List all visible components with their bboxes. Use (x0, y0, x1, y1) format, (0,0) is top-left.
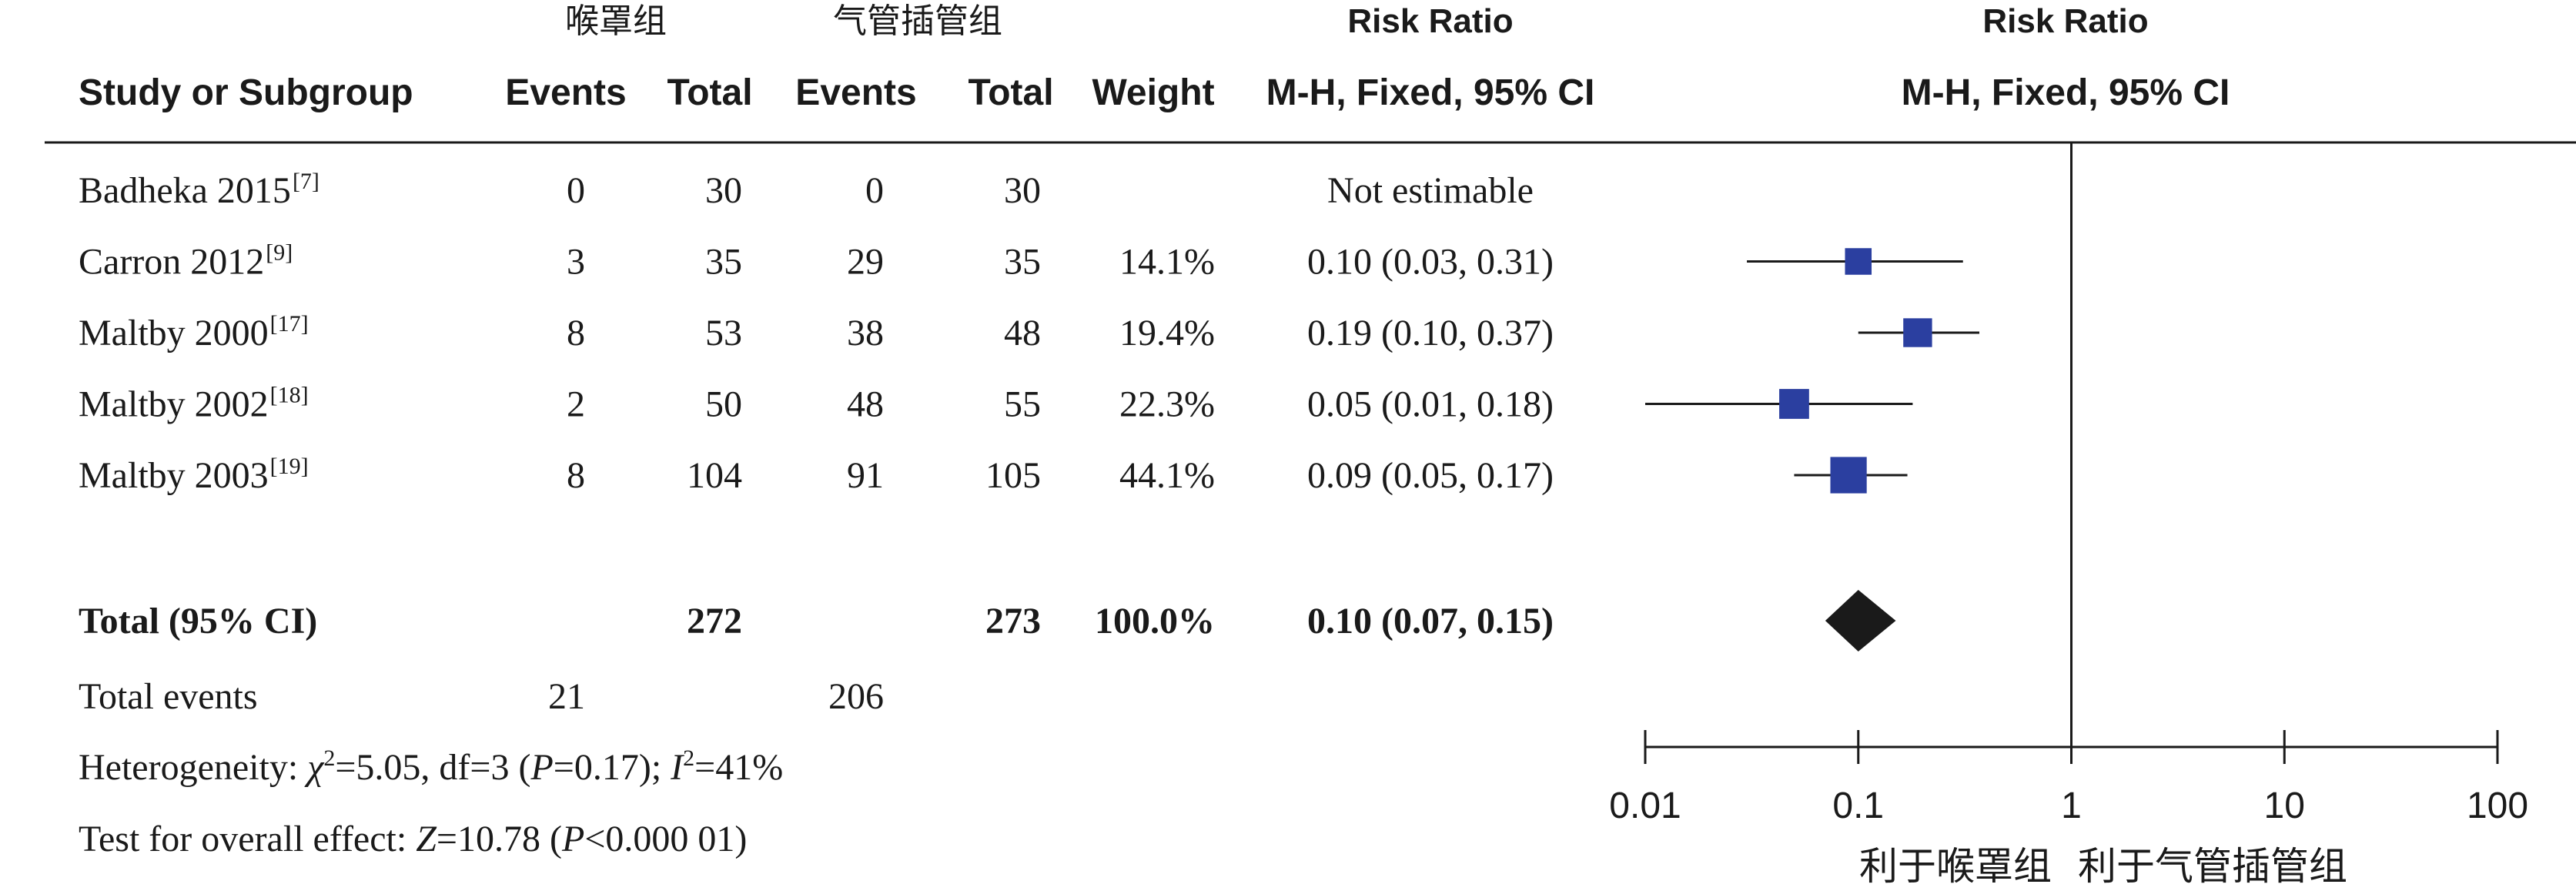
study-weight: 14.1% (1119, 242, 1215, 283)
risk-ratio-header-plot: Risk Ratio (1982, 2, 2148, 40)
study-events-lma: 8 (567, 455, 585, 496)
heterogeneity-chi-sup: 2 (323, 745, 335, 771)
study-point-marker (1903, 318, 1932, 347)
favours-left-label: 利于喉罩组 (1859, 845, 2052, 888)
total-row-total-lma: 272 (687, 601, 742, 641)
total-header-lma: Total (667, 72, 752, 113)
study-events-lma: 2 (567, 384, 585, 425)
x-axis-tick-label: 0.1 (1832, 785, 1884, 826)
total-row-ci: 0.10 (0.07, 0.15) (1307, 601, 1554, 641)
heterogeneity-i-sup: 2 (683, 745, 694, 771)
total-row-label: Total (95% CI) (79, 601, 317, 641)
study-events-eti: 48 (847, 384, 884, 425)
study-ref: [17] (270, 311, 309, 337)
heterogeneity-chi-val: =5.05, df=3 ( (335, 747, 530, 788)
overall-z-val: =10.78 ( (437, 819, 562, 859)
overall-z: Z (416, 819, 437, 859)
study-events-eti: 29 (847, 242, 884, 283)
study-point-marker (1779, 389, 1809, 419)
study-total-lma: 104 (687, 455, 742, 496)
study-total-lma: 35 (705, 242, 742, 283)
study-events-eti: 91 (847, 455, 884, 496)
study-point-marker (1830, 457, 1867, 494)
heterogeneity-line: Heterogeneity: χ2=5.05, df=3 (P=0.17); I… (79, 745, 783, 788)
heterogeneity-p: P (530, 747, 553, 788)
study-weight: 22.3% (1119, 384, 1215, 425)
total-events-lma: 21 (548, 676, 585, 717)
study-row: Maltby 2003 [19] 8 104 91 105 44.1% 0.09 (0.05,… (79, 454, 1554, 496)
study-total-eti: 35 (1004, 242, 1041, 283)
study-rows: Badheka 2015 [7] 0 30 0 30 Not estimable Carron… (79, 169, 1554, 496)
study-ref: [7] (293, 169, 319, 194)
favours-right-label: 利于气管插管组 (2078, 845, 2347, 888)
study-ref: [19] (270, 454, 309, 479)
study-total-eti: 105 (985, 455, 1041, 496)
group-lma-header: 喉罩组 (565, 2, 667, 40)
study-name: Maltby 2003 (79, 455, 269, 496)
study-ci: 0.19 (0.10, 0.37) (1307, 313, 1554, 353)
study-ci: 0.05 (0.01, 0.18) (1307, 384, 1554, 425)
study-name: Badheka 2015 (79, 170, 291, 211)
overall-p: P (561, 819, 584, 859)
heterogeneity-prefix: Heterogeneity: (79, 747, 307, 788)
total-row-weight: 100.0% (1095, 601, 1215, 641)
heterogeneity-p-val: =0.17); (554, 747, 671, 788)
study-row: Carron 2012 [9] 3 35 29 35 14.1% 0.10 (0.03, 0.… (79, 240, 1554, 283)
events-header-lma: Events (505, 72, 626, 113)
forest-plot-area: 0.01 0.1 1 10 100 (1609, 142, 2528, 826)
study-point-marker (1845, 248, 1872, 275)
heterogeneity-i-val: =41% (694, 747, 783, 788)
total-row-total-eti: 273 (985, 601, 1041, 641)
study-events-lma: 8 (567, 313, 585, 353)
group-eti-header: 气管插管组 (833, 2, 1002, 40)
study-events-lma: 0 (567, 170, 585, 211)
study-total-lma: 30 (705, 170, 742, 211)
x-axis-tick-label: 10 (2264, 785, 2305, 826)
study-total-eti: 48 (1004, 313, 1041, 353)
study-name: Carron 2012 (79, 242, 264, 283)
x-axis-tick-label: 0.01 (1609, 785, 1681, 826)
study-ci: 0.09 (0.05, 0.17) (1307, 455, 1554, 496)
study-total-lma: 50 (705, 384, 742, 425)
total-events-eti: 206 (828, 676, 884, 717)
study-events-eti: 38 (847, 313, 884, 353)
x-axis-tick-label: 100 (2467, 785, 2528, 826)
risk-ratio-header-table: Risk Ratio (1347, 2, 1513, 40)
study-events-eti: 0 (865, 170, 884, 211)
method-header-table: M-H, Fixed, 95% CI (1266, 72, 1595, 113)
study-ref: [18] (270, 383, 309, 408)
study-total-lma: 53 (705, 313, 742, 353)
x-axis-tick-label: 1 (2061, 785, 2082, 826)
events-header-eti: Events (795, 72, 916, 113)
study-row: Maltby 2002 [18] 2 50 48 55 22.3% 0.05 (0.01, 0… (79, 383, 1554, 425)
study-name: Maltby 2000 (79, 313, 269, 353)
study-name: Maltby 2002 (79, 384, 269, 425)
study-ci: Not estimable (1327, 170, 1534, 211)
study-ref: [9] (266, 240, 293, 266)
study-row: Maltby 2000 [17] 8 53 38 48 19.4% 0.19 (0.10, 0… (79, 311, 1554, 353)
study-events-lma: 3 (567, 242, 585, 283)
study-ci: 0.10 (0.03, 0.31) (1307, 242, 1554, 283)
study-column-header: Study or Subgroup (79, 72, 413, 113)
weight-header: Weight (1092, 72, 1214, 113)
pooled-diamond (1825, 590, 1896, 652)
total-header-eti: Total (968, 72, 1053, 113)
total-events-label: Total events (79, 676, 258, 717)
method-header-plot: M-H, Fixed, 95% CI (1902, 72, 2230, 113)
overall-p-val: <0.000 01) (584, 819, 747, 859)
overall-effect-line: Test for overall effect: Z=10.78 (P<0.00… (79, 819, 747, 859)
overall-prefix: Test for overall effect: (79, 819, 416, 859)
heterogeneity-i: I (670, 747, 684, 788)
study-weight: 44.1% (1119, 455, 1215, 496)
study-total-eti: 55 (1004, 384, 1041, 425)
study-total-eti: 30 (1004, 170, 1041, 211)
study-row: Badheka 2015 [7] 0 30 0 30 Not estimable (79, 169, 1534, 211)
heterogeneity-chi: χ (304, 747, 325, 788)
study-weight: 19.4% (1119, 313, 1215, 353)
